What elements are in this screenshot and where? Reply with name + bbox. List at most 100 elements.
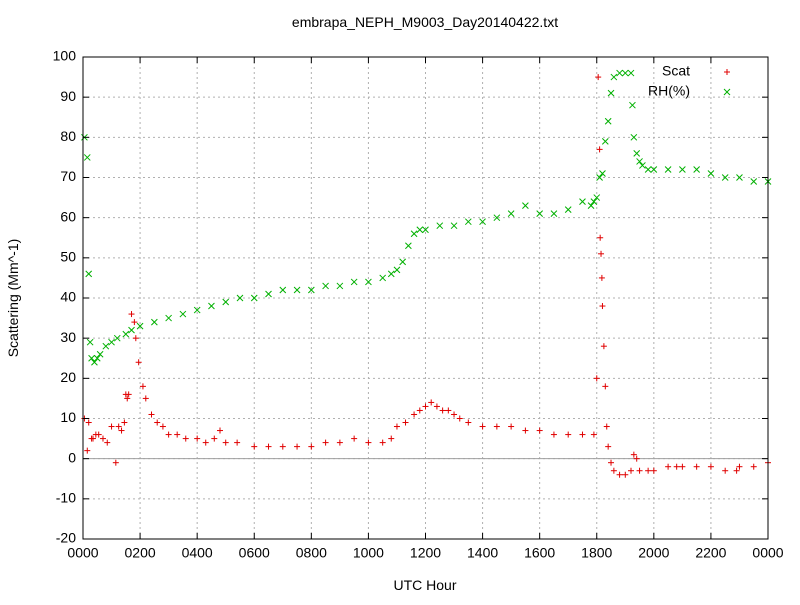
- rh-point: [621, 69, 629, 77]
- y-tick-label: 20: [60, 369, 76, 385]
- rh-point: [436, 222, 444, 230]
- scat-point: [665, 463, 672, 470]
- rh-point: [464, 218, 472, 226]
- scat-point: [493, 423, 500, 430]
- rh-point: [128, 326, 135, 334]
- rh-point: [721, 174, 729, 181]
- legend-label: RH(%): [648, 83, 690, 99]
- scat-point: [104, 439, 111, 446]
- scat-point: [165, 431, 172, 438]
- scat-point: [679, 463, 686, 470]
- scat-point: [211, 435, 218, 442]
- scat-point: [550, 431, 557, 438]
- scat-point: [217, 427, 223, 434]
- rh-point: [122, 330, 130, 338]
- x-tick-label: 1200: [410, 544, 441, 560]
- x-tick-label: 1400: [467, 544, 498, 560]
- scat-point: [365, 439, 372, 446]
- scat-point: [750, 463, 757, 470]
- rh-point: [596, 174, 603, 181]
- scat-point: [234, 439, 241, 446]
- scat-point: [112, 459, 119, 466]
- scat-point: [222, 439, 229, 446]
- rh-point: [550, 210, 558, 218]
- rh-point: [507, 210, 515, 218]
- scat-point: [351, 435, 358, 442]
- rh-point: [279, 286, 287, 294]
- scat-point: [650, 467, 657, 474]
- rh-point: [630, 133, 638, 141]
- scat-point: [124, 395, 131, 402]
- rh-point: [604, 117, 612, 125]
- scat-point: [465, 419, 472, 426]
- rh-point: [479, 218, 486, 226]
- rh-point: [750, 178, 758, 185]
- rh-point: [707, 170, 715, 177]
- x-tick-label: 1000: [353, 544, 384, 560]
- scat-point: [536, 427, 543, 434]
- rh-point: [91, 358, 98, 366]
- scat-point: [451, 411, 458, 418]
- rh-point: [222, 298, 230, 306]
- scat-point: [125, 391, 132, 398]
- scat-point: [610, 467, 617, 474]
- x-tick-label: 0800: [296, 544, 327, 560]
- x-tick-label: 0600: [239, 544, 270, 560]
- scat-point: [174, 431, 181, 438]
- scat-point: [622, 471, 629, 478]
- scat-point: [736, 463, 743, 470]
- rh-point: [607, 89, 615, 97]
- x-tick-label: 0400: [182, 544, 213, 560]
- rh-point: [450, 222, 458, 230]
- legend-marker: [724, 69, 730, 75]
- scat-point: [128, 311, 135, 318]
- scat-point: [182, 435, 189, 442]
- x-tick-label: 0000: [67, 544, 98, 560]
- scat-point: [596, 146, 603, 153]
- scat-point: [294, 443, 301, 450]
- rh-point: [629, 101, 636, 109]
- scat-point: [85, 419, 92, 426]
- rh-point: [336, 282, 344, 290]
- rh-point: [610, 73, 618, 81]
- y-tick-label: 80: [60, 128, 76, 144]
- rh-point: [208, 302, 215, 310]
- rh-point: [679, 166, 686, 173]
- rh-point: [633, 150, 641, 157]
- scat-point: [565, 431, 572, 438]
- scat-point: [322, 439, 329, 446]
- y-tick-label: 70: [60, 168, 76, 184]
- scat-point: [336, 439, 343, 446]
- y-tick-label: 0: [68, 449, 76, 465]
- scat-point: [121, 419, 128, 426]
- rh-point: [599, 170, 606, 177]
- scat-point: [645, 467, 652, 474]
- tick-labels: -20 -10 0 10 20 30 40 50 60 70 80 90 100 0000 0200 0400…: [53, 48, 784, 561]
- rh-point: [536, 210, 544, 218]
- scat-point: [633, 455, 640, 462]
- rh-point: [664, 166, 672, 173]
- legend-label: Scat: [662, 63, 690, 79]
- series-scat: [81, 74, 771, 478]
- rh-point: [564, 206, 572, 213]
- scat-point: [630, 451, 637, 458]
- scat-point: [265, 443, 272, 450]
- rh-point: [627, 69, 635, 77]
- scat-point: [600, 343, 607, 350]
- scat-point: [508, 423, 515, 430]
- scat-point: [308, 443, 315, 450]
- y-tick-label: 30: [60, 329, 76, 345]
- x-tick-label: 0200: [125, 544, 156, 560]
- rh-point: [113, 334, 121, 342]
- scat-point: [95, 431, 102, 438]
- rh-point: [96, 350, 104, 358]
- x-tick-label: 2000: [638, 544, 669, 560]
- scat-point: [115, 423, 122, 430]
- scat-point: [154, 419, 161, 426]
- y-tick-label: 10: [60, 409, 76, 425]
- rh-point: [590, 198, 598, 205]
- scat-point: [456, 415, 463, 422]
- rh-point: [236, 294, 244, 302]
- rh-point: [322, 282, 329, 290]
